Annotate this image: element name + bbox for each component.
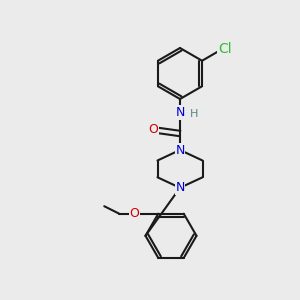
- Text: N: N: [175, 106, 185, 119]
- Text: N: N: [175, 181, 185, 194]
- Text: O: O: [129, 207, 139, 220]
- Text: Cl: Cl: [218, 42, 231, 56]
- Text: O: O: [148, 123, 158, 136]
- Text: N: N: [175, 143, 185, 157]
- Text: H: H: [190, 109, 198, 119]
